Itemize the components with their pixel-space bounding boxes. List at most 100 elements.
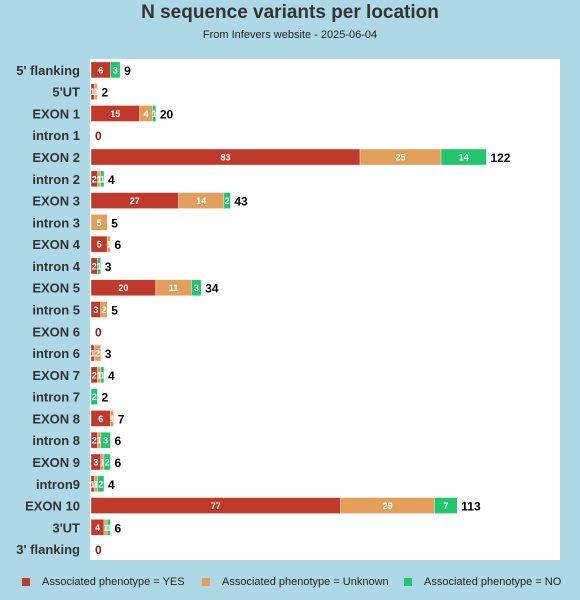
bar-segment-no (97, 475, 105, 493)
data-label-no: 3 (194, 283, 199, 293)
total-label: 6 (114, 238, 121, 252)
bar-segment-no (100, 431, 111, 449)
data-label-unknown: 2 (101, 305, 106, 315)
data-label-unknown: 1 (103, 523, 108, 533)
data-label-no: 2 (98, 479, 103, 489)
bar-segment-no (97, 257, 102, 275)
data-label-no: 7 (443, 501, 448, 511)
bar-segment-unknown (93, 83, 98, 100)
legend-item-unknown[interactable]: Associated phenotype = Unknown (202, 576, 389, 588)
total-label: 4 (108, 369, 115, 383)
total-label: 20 (160, 107, 174, 121)
category-label: EXON 2 (32, 150, 80, 165)
bar-segment-no (110, 61, 121, 79)
data-label-no: 1 (152, 109, 157, 119)
data-label-no: 2 (92, 392, 97, 402)
chart-subtitle: From Infevers website - 2025-06-04 (202, 29, 378, 41)
data-label-yes: 4 (95, 523, 100, 533)
bar-segment-no (152, 105, 157, 122)
bar-segment-no (90, 388, 98, 405)
total-label: 5 (111, 304, 118, 318)
bar-segment-no (100, 366, 105, 384)
category-label: EXON 3 (32, 194, 80, 209)
category-label: EXON 1 (32, 106, 80, 121)
total-label: 2 (101, 86, 108, 100)
category-label: intron 5 (32, 303, 80, 318)
category-label: EXON 8 (32, 411, 80, 426)
data-label-no: 1 (106, 523, 111, 533)
legend: Associated phenotype = YES Associated ph… (0, 572, 580, 592)
data-label-yes: 20 (118, 283, 128, 293)
legend-item-no[interactable]: Associated phenotype = NO (404, 576, 561, 588)
data-label-yes: 27 (130, 196, 140, 206)
data-label-unknown: 4 (144, 109, 149, 119)
legend-swatch-no (404, 578, 412, 586)
data-label-yes: 3 (93, 305, 98, 315)
data-label-unknown: 1 (100, 457, 105, 467)
bar-segment-unknown (106, 235, 111, 253)
data-label-yes: 77 (211, 501, 221, 511)
bar-segment-no (103, 453, 111, 471)
total-label: 2 (101, 391, 108, 405)
total-label: 4 (108, 478, 115, 492)
legend-item-yes[interactable]: Associated phenotype = YES (22, 576, 185, 588)
category-label: intron 7 (32, 390, 80, 405)
category-label: EXON 9 (32, 455, 80, 470)
total-label: 6 (114, 456, 121, 470)
data-label-unknown: 1 (97, 174, 102, 184)
category-label: EXON 6 (32, 324, 80, 339)
category-label: EXON 5 (32, 281, 80, 296)
data-label-no: 1 (97, 261, 102, 271)
data-label-unknown: 29 (383, 501, 393, 511)
chart-title: N sequence variants per location (141, 2, 439, 23)
data-label-no: 2 (225, 196, 230, 206)
total-label: 9 (124, 64, 131, 78)
data-label-no: 3 (103, 436, 108, 446)
category-label: intron 4 (32, 259, 80, 274)
total-label: 122 (490, 151, 510, 165)
category-label: intron 8 (32, 433, 80, 448)
total-label: 7 (118, 412, 125, 426)
bar-segment-no (434, 497, 458, 514)
data-label-unknown: 1 (97, 370, 102, 380)
data-label-yes: 2 (92, 436, 97, 446)
data-label-unknown: 1 (97, 436, 102, 446)
data-label-unknown: 1 (93, 87, 98, 97)
data-label-yes: 2 (92, 261, 97, 271)
total-label: 5 (111, 216, 118, 230)
data-label-unknown: 25 (396, 153, 406, 163)
data-label-unknown: 11 (169, 283, 179, 293)
category-label: EXON 7 (32, 368, 80, 383)
legend-label-no: Associated phenotype = NO (424, 576, 562, 588)
bar-segment-no (223, 192, 231, 209)
total-label: 3 (105, 260, 112, 274)
category-label: intron 1 (32, 128, 80, 143)
category-label: intron 2 (32, 172, 80, 187)
category-label: EXON 10 (25, 499, 80, 514)
data-label-yes: 6 (98, 65, 103, 75)
data-label-yes: 5 (97, 240, 102, 250)
data-label-unknown: 2 (95, 349, 100, 359)
data-label-yes: 1 (90, 87, 95, 97)
category-label: 5'UT (52, 85, 80, 100)
data-label-unknown: 1 (106, 240, 111, 250)
data-label-yes: 2 (92, 370, 97, 380)
category-label: EXON 4 (32, 237, 80, 252)
data-label-yes: 2 (92, 174, 97, 184)
total-label: 6 (114, 521, 121, 535)
data-label-yes: 3 (93, 457, 98, 467)
legend-label-unknown: Associated phenotype = Unknown (222, 576, 389, 588)
data-label-unknown: 1 (110, 414, 115, 424)
data-label-unknown: 1 (93, 479, 98, 489)
plot-area (90, 59, 560, 560)
bar-segment-no (191, 279, 202, 297)
total-label: 3 (105, 347, 112, 361)
data-label-yes: 1 (90, 349, 95, 359)
category-label: 3'UT (52, 520, 80, 535)
data-label-unknown: 5 (97, 218, 102, 228)
category-label: 3' flanking (16, 542, 80, 557)
bar-segment-no (440, 148, 487, 166)
legend-label-yes: Associated phenotype = YES (42, 576, 185, 588)
data-label-yes: 15 (110, 109, 120, 119)
legend-swatch-yes (22, 578, 30, 586)
